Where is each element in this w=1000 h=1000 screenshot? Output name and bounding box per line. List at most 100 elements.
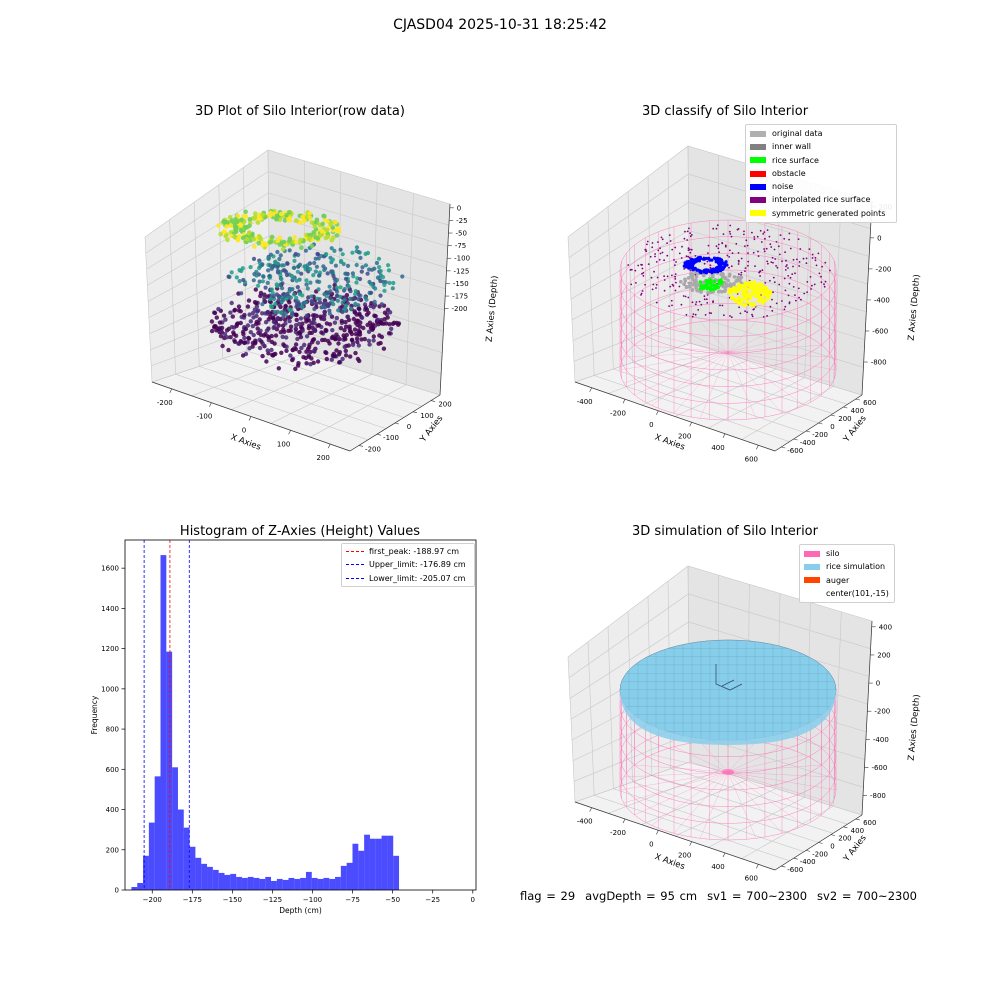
- interpolated-point: [800, 298, 802, 301]
- data-point: [256, 330, 261, 336]
- x-tick-label: 0: [471, 896, 475, 904]
- interpolated-point: [706, 260, 709, 263]
- y-tick-label: 800: [106, 726, 119, 734]
- data-point: [310, 340, 315, 345]
- data-point: [226, 274, 231, 279]
- silo-floor-line: [727, 351, 837, 371]
- z-tick-label: -600: [871, 764, 887, 772]
- y-tick-label: 0: [115, 887, 119, 895]
- interpolated-point: [797, 238, 800, 241]
- interpolated-point: [789, 276, 792, 279]
- y-tick: [830, 414, 836, 417]
- silo-floor-line: [727, 771, 783, 834]
- data-point: [281, 263, 286, 268]
- interpolated-point: [668, 305, 670, 307]
- data-point: [293, 239, 299, 245]
- x-tick-label: −150: [223, 896, 242, 904]
- data-point: [352, 327, 358, 332]
- data-point: [230, 314, 235, 319]
- data-point: [353, 320, 358, 325]
- histogram-bar: [364, 834, 370, 890]
- data-point: [291, 276, 296, 281]
- data-point: [307, 215, 313, 221]
- interpolated-point: [688, 227, 690, 230]
- data-point: [295, 336, 300, 342]
- interpolated-point: [744, 310, 746, 313]
- z-tick-label: -400: [873, 736, 889, 744]
- interpolated-point: [630, 283, 633, 286]
- x-tick: [622, 399, 626, 404]
- legend-label: rice simulation: [826, 562, 886, 572]
- grid-line: [405, 193, 414, 385]
- data-point: [257, 279, 262, 284]
- interpolated-point: [760, 241, 763, 243]
- silo-floor-line: [727, 771, 837, 791]
- grid-line: [144, 236, 153, 383]
- legend-item-rice-simulation: rice simulation: [804, 560, 890, 573]
- symmetric-point: [760, 283, 765, 287]
- histogram-bar: [172, 767, 178, 890]
- symmetric-point: [727, 290, 731, 294]
- data-point: [333, 219, 338, 225]
- interpolated-point: [655, 301, 658, 304]
- interpolated-point: [642, 272, 645, 274]
- interpolated-point: [678, 252, 681, 255]
- data-point: [269, 305, 274, 310]
- data-point: [348, 289, 353, 294]
- y-tick-label: -400: [800, 439, 816, 447]
- data-point: [256, 283, 261, 288]
- interpolated-point: [722, 233, 725, 236]
- interpolated-point: [645, 250, 648, 253]
- silo-floor-line: [727, 771, 822, 816]
- x-tick: [756, 445, 759, 450]
- data-point: [342, 344, 347, 350]
- z-tick-label: -200: [876, 265, 892, 273]
- y-tick-label: 1600: [101, 565, 119, 573]
- z-tick-label: -800: [870, 792, 886, 800]
- interpolated-point: [751, 313, 753, 316]
- data-point: [358, 255, 363, 260]
- noise-point: [722, 265, 726, 269]
- y-tick: [394, 422, 400, 425]
- y-axis-label: Frequency: [90, 695, 99, 734]
- interpolated-point: [824, 280, 827, 283]
- legend-item-auger: auger: [804, 574, 890, 587]
- symmetric-point: [733, 298, 737, 302]
- noise-point: [686, 263, 690, 267]
- data-point: [365, 322, 370, 328]
- data-point: [294, 295, 299, 300]
- original-point: [694, 283, 698, 288]
- silo-floor-line: [727, 771, 805, 826]
- data-point: [284, 348, 289, 353]
- y-tick-label: 400: [851, 407, 864, 415]
- data-point: [280, 246, 286, 252]
- data-point: [263, 320, 269, 325]
- noise-point: [716, 259, 720, 264]
- interpolated-point: [784, 305, 787, 308]
- data-point: [367, 342, 372, 347]
- data-point: [296, 264, 301, 269]
- data-point: [315, 279, 320, 284]
- data-point: [370, 327, 375, 332]
- data-point: [281, 314, 286, 319]
- grid-line: [310, 384, 407, 438]
- rice-surface-point: [698, 280, 703, 284]
- interpolated-point: [724, 244, 727, 247]
- data-point: [311, 360, 316, 365]
- y-tick: [805, 850, 811, 852]
- grid-line: [175, 373, 369, 441]
- y-tick: [805, 430, 811, 433]
- data-point: [250, 323, 255, 329]
- data-point: [312, 260, 317, 266]
- interpolated-point: [792, 286, 795, 288]
- z-tick-label: -25: [456, 217, 467, 225]
- original-point: [727, 274, 732, 278]
- symmetric-point: [736, 296, 741, 301]
- panel3-legend: first_peak: -188.97 cm Upper_limit: -176…: [341, 543, 475, 587]
- data-point: [351, 296, 356, 301]
- interpolated-point: [829, 269, 831, 272]
- original-point: [723, 288, 727, 293]
- legend-swatch: [750, 197, 766, 204]
- data-point: [281, 268, 286, 273]
- interpolated-point: [824, 261, 827, 264]
